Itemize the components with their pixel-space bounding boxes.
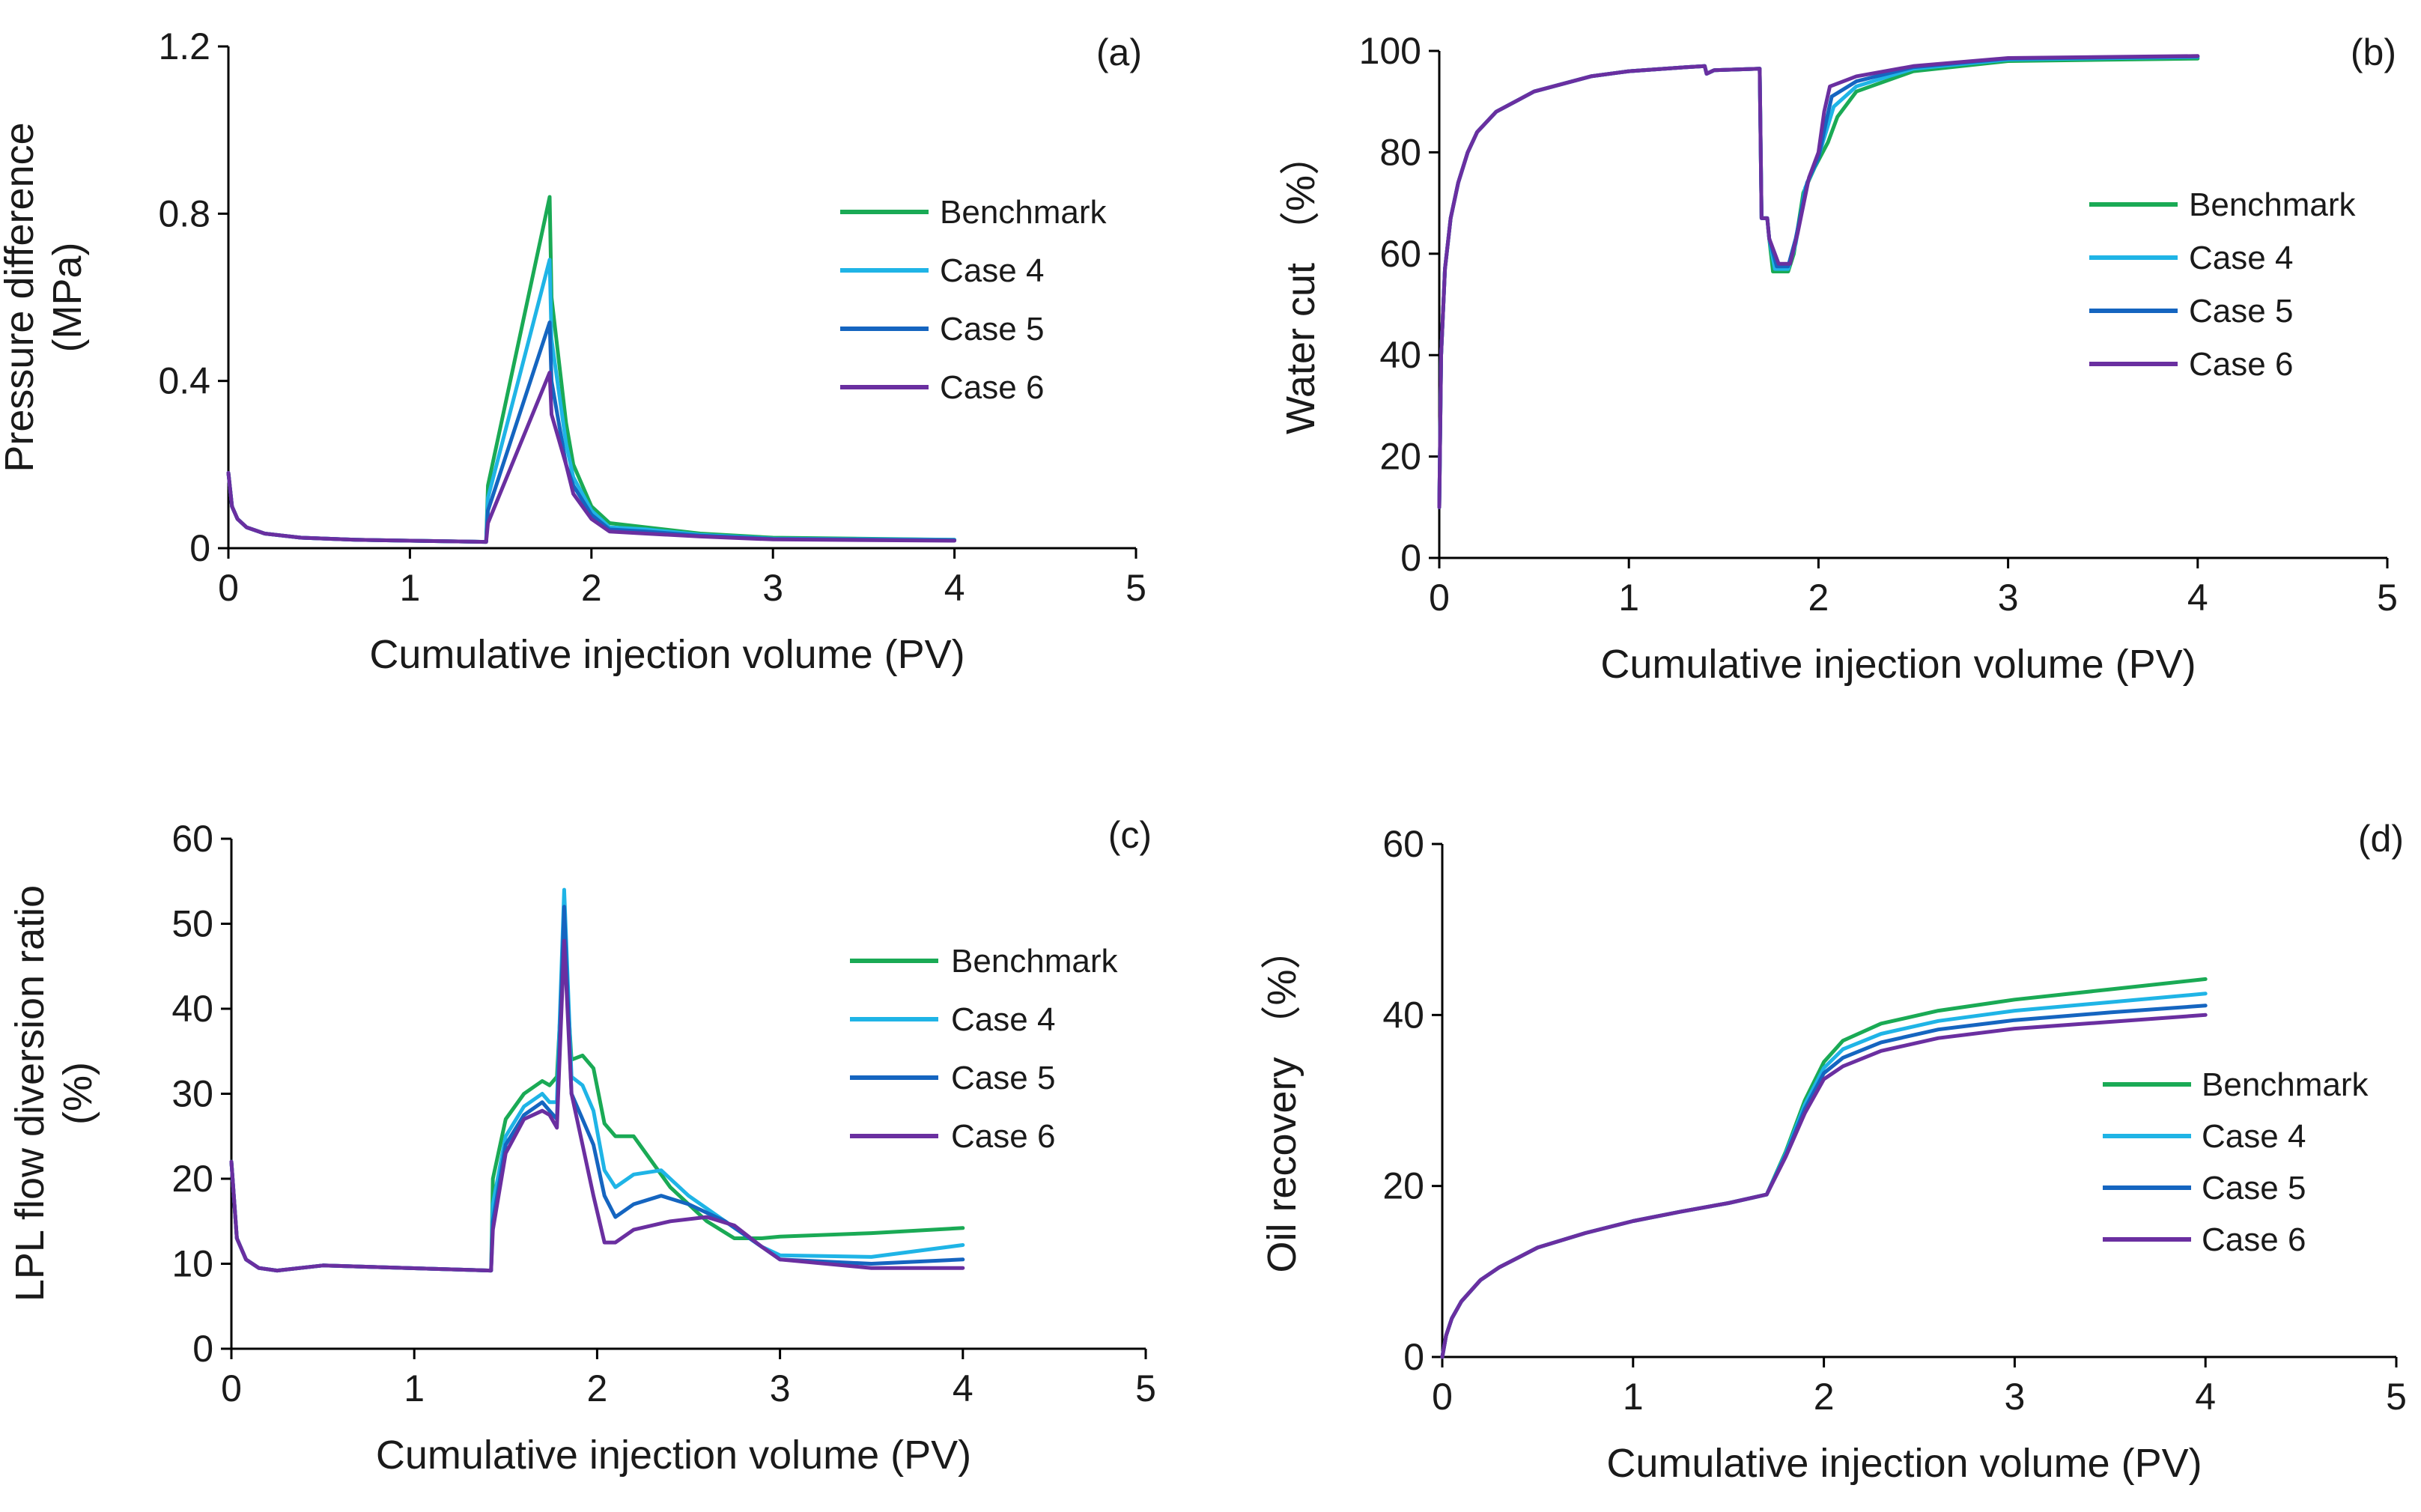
- series-line-benchmark: [1437, 56, 2200, 509]
- series-line-case-4: [226, 258, 957, 544]
- series-line-case-5: [1440, 1004, 2208, 1359]
- y-tick-label: 0: [1403, 1336, 1424, 1378]
- y-tick-label: 60: [1379, 233, 1421, 275]
- x-tick-label: 3: [762, 567, 783, 609]
- x-tick-label: 4: [2187, 577, 2208, 619]
- x-tick-label: 3: [1998, 577, 2019, 619]
- y-tick-label: 0.4: [158, 360, 210, 402]
- series-line-benchmark: [226, 195, 957, 544]
- series-line-case-5: [1437, 54, 2200, 509]
- y-tick-label: 0: [1400, 537, 1421, 579]
- legend-label: Benchmark: [940, 194, 1108, 231]
- y-axis-title: Pressure difference: [0, 122, 42, 472]
- series-line-case-6: [226, 371, 957, 544]
- legend-label: Case 5: [951, 1060, 1055, 1096]
- x-axis-title: Cumulative injection volume (PV): [1600, 642, 2196, 687]
- x-tick-label: 3: [2004, 1376, 2025, 1418]
- y-tick-label: 40: [1382, 994, 1424, 1036]
- panel-a: 0 1 2 3 4 5 0 0.4 0.8 1.2 Cumulative injection vol…: [0, 25, 1146, 677]
- series-line-case-4: [1440, 992, 2208, 1359]
- x-tick-label: 1: [399, 567, 420, 609]
- legend-label: Benchmark: [2189, 186, 2357, 223]
- x-axis-title: Cumulative injection volume (PV): [376, 1433, 971, 1478]
- panel-label: (d): [2358, 818, 2404, 860]
- x-tick-label: 1: [1618, 577, 1639, 619]
- legend-label: Case 4: [2202, 1118, 2306, 1155]
- series-line-benchmark: [1440, 977, 2208, 1359]
- x-tick-label: 2: [1808, 577, 1829, 619]
- x-tick-label: 0: [1429, 577, 1450, 619]
- panel-label: (c): [1108, 814, 1152, 856]
- legend-label: Case 4: [940, 252, 1044, 289]
- y-axis-title: (%): [55, 1062, 100, 1125]
- legend-label: Case 6: [2189, 346, 2293, 383]
- x-tick-label: 5: [2386, 1376, 2407, 1418]
- y-tick-label: 100: [1359, 30, 1421, 72]
- y-tick-label: 30: [171, 1073, 213, 1115]
- x-tick-label: 2: [581, 567, 602, 609]
- y-tick-label: 20: [1382, 1165, 1424, 1207]
- x-tick-label: 5: [1135, 1367, 1156, 1409]
- y-tick-label: 0: [192, 1328, 213, 1370]
- legend-label: Benchmark: [2202, 1066, 2369, 1103]
- x-tick-label: 1: [1623, 1376, 1644, 1418]
- x-tick-label: 5: [1126, 567, 1146, 609]
- y-tick-label: 80: [1379, 131, 1421, 173]
- y-tick-label: 1.2: [158, 25, 210, 67]
- y-tick-label: 0.8: [158, 192, 210, 234]
- x-tick-label: 2: [1814, 1376, 1835, 1418]
- legend-label: Case 5: [2189, 293, 2293, 330]
- series-line-case-4: [1437, 55, 2200, 509]
- x-tick-label: 4: [944, 567, 965, 609]
- x-tick-label: 3: [770, 1367, 791, 1409]
- y-tick-label: 60: [171, 818, 213, 860]
- y-axis-title: LPL flow diversion ratio: [7, 885, 52, 1302]
- x-tick-label: 4: [2195, 1376, 2216, 1418]
- legend-label: Case 6: [951, 1118, 1055, 1155]
- legend-label: Case 6: [940, 369, 1044, 406]
- panel-label: (a): [1096, 31, 1142, 73]
- x-tick-label: 1: [404, 1367, 425, 1409]
- x-axis-title: Cumulative injection volume (PV): [369, 632, 965, 677]
- x-tick-label: 0: [221, 1367, 242, 1409]
- legend-label: Case 6: [2202, 1221, 2306, 1258]
- y-tick-label: 20: [171, 1158, 213, 1200]
- series-line-case-6: [1437, 54, 2200, 509]
- panel-label: (b): [2351, 31, 2396, 73]
- y-axis-title: Water cut （%）: [1278, 135, 1323, 434]
- series-line-case-6: [1440, 1012, 2208, 1359]
- legend-label: Case 5: [2202, 1170, 2306, 1206]
- panel-b: 0 1 2 3 4 5 0 20 40 60 80 100 Cumulative injection v…: [1278, 30, 2398, 687]
- y-tick-label: 40: [171, 988, 213, 1030]
- x-axis-title: Cumulative injection volume (PV): [1606, 1441, 2202, 1486]
- y-axis-title: Oil recovery （%）: [1260, 929, 1304, 1272]
- x-tick-label: 4: [953, 1367, 973, 1409]
- legend-label: Case 4: [2189, 240, 2293, 276]
- series-line-benchmark: [229, 938, 965, 1273]
- y-tick-label: 20: [1379, 436, 1421, 478]
- y-tick-label: 0: [189, 527, 210, 569]
- x-tick-label: 5: [2377, 577, 2398, 619]
- y-tick-label: 40: [1379, 334, 1421, 376]
- x-tick-label: 0: [218, 567, 239, 609]
- y-tick-label: 10: [171, 1243, 213, 1285]
- legend-label: Case 5: [940, 311, 1044, 347]
- x-tick-label: 2: [586, 1367, 607, 1409]
- series-line-case-6: [229, 938, 965, 1273]
- legend-label: Benchmark: [951, 943, 1119, 980]
- x-tick-label: 0: [1432, 1376, 1453, 1418]
- panel-d: 0 1 2 3 4 5 0 20 40 60 Cumulative injection volume…: [1260, 818, 2407, 1486]
- y-axis-title: (MPa): [45, 243, 90, 353]
- legend-label: Case 4: [951, 1001, 1055, 1038]
- y-tick-label: 50: [171, 903, 213, 945]
- y-tick-label: 60: [1382, 823, 1424, 865]
